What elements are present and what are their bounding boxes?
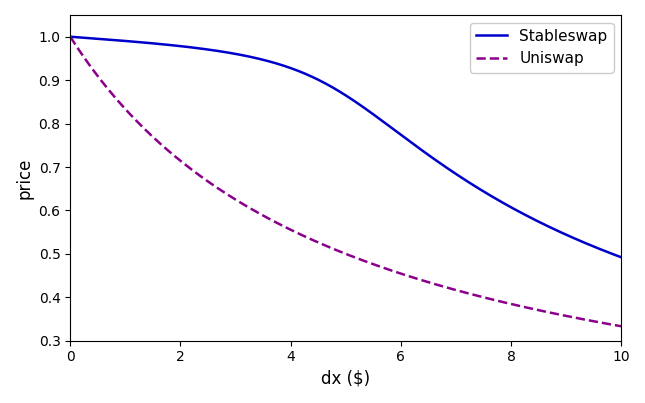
Stableswap [320, 80, 328, 85]
Uniswap [601, 321, 609, 326]
Uniswap [66, 34, 74, 39]
Uniswap [617, 324, 625, 329]
Stableswap [95, 36, 103, 41]
Stableswap [601, 249, 609, 253]
Legend: Stableswap, Uniswap: Stableswap, Uniswap [470, 23, 613, 73]
Stableswap [601, 249, 609, 253]
Uniswap [334, 248, 342, 253]
Uniswap [320, 242, 328, 247]
X-axis label: dx ($): dx ($) [321, 370, 370, 388]
Line: Uniswap: Uniswap [70, 37, 621, 326]
Y-axis label: price: price [15, 157, 33, 199]
Stableswap [334, 88, 342, 93]
Uniswap [500, 300, 508, 305]
Line: Stableswap: Stableswap [70, 37, 621, 257]
Stableswap [66, 34, 74, 39]
Uniswap [601, 321, 609, 326]
Stableswap [500, 201, 508, 206]
Uniswap [95, 75, 103, 79]
Stableswap [617, 255, 625, 260]
